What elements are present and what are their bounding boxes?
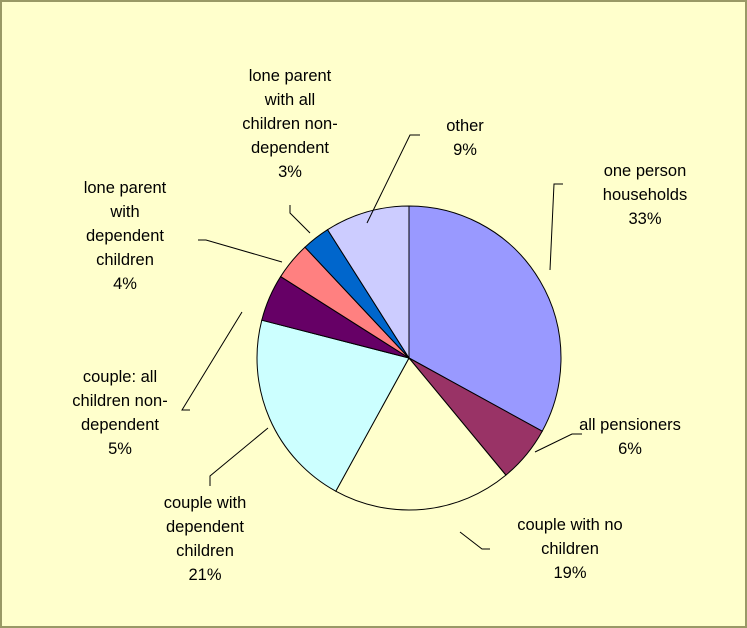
slice-label: all pensioners 6% (579, 416, 681, 458)
pie-slices (256, 205, 562, 511)
slice-label-line: with all (264, 91, 315, 109)
slice-label-line: children non- (242, 115, 337, 133)
slice-label-line: all pensioners (579, 416, 681, 434)
slice-label-line: children (541, 540, 599, 558)
slice-percent: 21% (188, 566, 221, 584)
slice-percent: 3% (278, 163, 302, 181)
slice-label-line: dependent (81, 416, 159, 434)
slice-label-line: couple: all (83, 368, 157, 386)
slice-label-line: one person (604, 162, 687, 180)
leader-line (198, 239, 283, 263)
slice-label: lone parent with dependent children 4% (84, 179, 167, 293)
slice-percent: 5% (108, 440, 132, 458)
leader-lines (181, 134, 582, 550)
slice-label: other 9% (446, 117, 484, 159)
slice-label: couple with dependent children 21% (164, 494, 247, 584)
slice-percent: 19% (553, 564, 586, 582)
slice-labels: one person households 33% all pensioners 6% c… (72, 67, 687, 584)
leader-line (549, 183, 563, 271)
leader-line (366, 134, 420, 224)
leader-line (289, 205, 311, 234)
pie-slice (408, 205, 562, 432)
slice-label: couple: all children non-dependent 5% (72, 368, 167, 458)
slice-label-line: households (603, 186, 687, 204)
slice-label-line: couple with no (517, 516, 623, 534)
leader-line (459, 531, 490, 550)
slice-label-line: with (109, 203, 139, 221)
slice-percent: 33% (628, 210, 661, 228)
slice-label-line: other (446, 117, 484, 135)
slice-label: one person households 33% (603, 162, 687, 228)
pie-slice (256, 319, 410, 492)
slice-percent: 4% (113, 275, 137, 293)
slice-percent: 9% (453, 141, 477, 159)
slice-label-line: dependent (86, 227, 164, 245)
slice-label-line: lone parent (84, 179, 167, 197)
pie-slice (326, 205, 410, 360)
leader-line (209, 427, 269, 486)
slice-label: lone parent with all children non-dependen… (242, 67, 337, 181)
slice-label-line: children non- (72, 392, 167, 410)
leader-line (181, 311, 243, 411)
slice-percent: 6% (618, 440, 642, 458)
slice-label-line: dependent (166, 518, 244, 536)
slice-label-line: children (176, 542, 234, 560)
slice-label-line: children (96, 251, 154, 269)
slice-label-line: dependent (251, 139, 329, 157)
slice-label-line: couple with (164, 494, 247, 512)
slice-label: couple with no children 19% (517, 516, 623, 582)
leader-line (534, 433, 582, 453)
slice-label-line: lone parent (249, 67, 332, 85)
pie-slice (335, 357, 507, 511)
